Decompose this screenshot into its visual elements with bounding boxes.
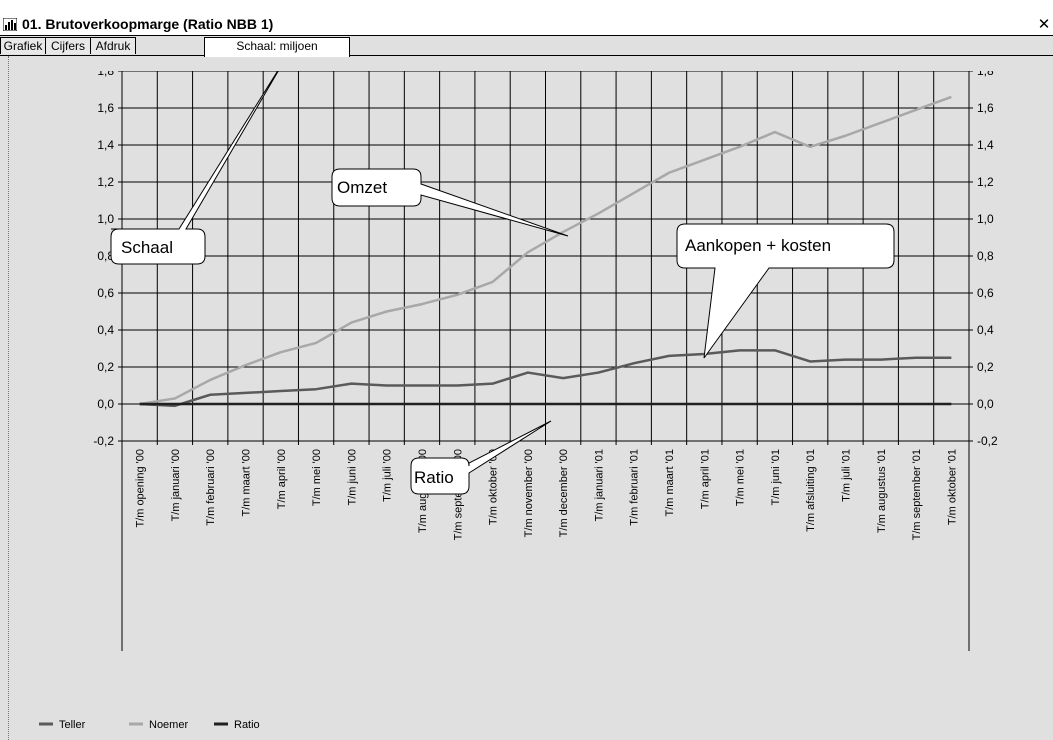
y-tick-label-left: 0,4 [97,323,114,337]
chart-area: 1,8 1,8 1,6 1,6 1,4 1,4 1,2 1,2 1,0 1,0 0,8 0,8 0,6 0… [8,56,1053,740]
y-tick-label-right: 1,2 [977,175,994,189]
x-tick-label: T/m april '01 [699,449,711,509]
legend-label-noemer: Noemer [149,719,188,731]
y-tick-label-left: -0,2 [93,434,114,448]
series-line-teller [139,349,952,408]
window-title: 01. Brutoverkoopmarge (Ratio NBB 1) [22,16,274,32]
callout-ratio [410,420,552,495]
x-tick-label: T/m augustus '01 [876,449,888,533]
x-tick-label: T/m november '00 [523,449,535,537]
y-tick-label-right: 1,8 [977,71,994,78]
y-tick-label-left: 1,0 [97,212,114,226]
tab-grafiek[interactable]: Grafiek [0,37,46,54]
chart-window-icon [3,18,17,31]
callout-omzet [331,168,569,237]
y-tick-label-left: 1,2 [97,175,114,189]
tab-bar: Grafiek Cijfers Afdruk Schaal: miljoen [0,37,1053,57]
close-button[interactable]: ✕ [1037,15,1051,33]
y-tick-label-right: 0,0 [977,397,994,411]
x-tick-label: T/m opening '00 [135,449,147,528]
callout-layer: Schaal Omzet Aankopen + kosten Ratio [110,71,895,495]
y-tick-label-right: 0,6 [977,286,994,300]
tab-schaal[interactable]: Schaal: miljoen [204,37,350,57]
x-tick-label: T/m juni '00 [346,449,358,506]
y-tick-label-left: 0,2 [97,360,114,374]
tab-cijfers[interactable]: Cijfers [45,37,91,54]
x-tick-label: T/m september '01 [911,449,923,540]
legend-label-teller: Teller [59,719,86,731]
y-tick-label-left: 0,0 [97,397,114,411]
y-tick-label-right: 1,6 [977,101,994,115]
y-tick-label-right: 0,2 [977,360,994,374]
x-tick-label: T/m februari '01 [629,449,641,526]
x-tick-label: T/m januari '01 [593,449,605,521]
callout-ratio-text: Ratio [414,468,454,487]
series-line-noemer [139,95,952,406]
x-tick-label: T/m oktober '01 [946,449,958,525]
chart-window: 01. Brutoverkoopmarge (Ratio NBB 1) ✕ Gr… [0,15,1053,740]
y-tick-label-left: 1,8 [97,71,114,78]
y-tick-label-left: 1,6 [97,101,114,115]
y-tick-label-right: 0,8 [977,249,994,263]
x-tick-label: T/m april '00 [276,449,288,509]
x-tick-label: T/m afsluiting '01 [805,449,817,532]
x-tick-label: T/m mei '01 [735,449,747,506]
x-tick-label: T/m december '00 [558,449,570,537]
callout-schaal [110,71,279,265]
x-tick-label: T/m januari '00 [170,449,182,521]
callout-omzet-text: Omzet [337,178,387,197]
line-chart: 1,8 1,8 1,6 1,6 1,4 1,4 1,2 1,2 1,0 1,0 0,8 0,8 0,6 0… [39,71,998,731]
x-tick-label: T/m juli '01 [840,449,852,502]
x-tick-label: T/m juni '01 [770,449,782,506]
x-tick-label: T/m maart '00 [241,449,253,517]
legend-label-ratio: Ratio [234,719,260,731]
callout-aankopen [676,223,895,359]
x-tick-label: T/m maart '01 [664,449,676,517]
tab-afdruk[interactable]: Afdruk [90,37,136,54]
title-bar: 01. Brutoverkoopmarge (Ratio NBB 1) ✕ [0,15,1053,36]
callout-schaal-text: Schaal [121,238,173,257]
y-tick-label-left: 0,6 [97,286,114,300]
y-tick-label-right: 1,4 [977,138,994,152]
y-tick-label-right: 1,0 [977,212,994,226]
x-tick-label: T/m juli '00 [382,449,394,502]
x-tick-label: T/m februari '00 [205,449,217,526]
x-tick-label: T/m oktober '00 [488,449,500,525]
y-tick-label-left: 0,8 [97,249,114,263]
callout-aankopen-text: Aankopen + kosten [685,236,831,255]
y-tick-label-right: 0,4 [977,323,994,337]
y-tick-label-left: 1,4 [97,138,114,152]
x-tick-label: T/m mei '00 [311,449,323,506]
y-tick-label-right: -0,2 [977,434,998,448]
